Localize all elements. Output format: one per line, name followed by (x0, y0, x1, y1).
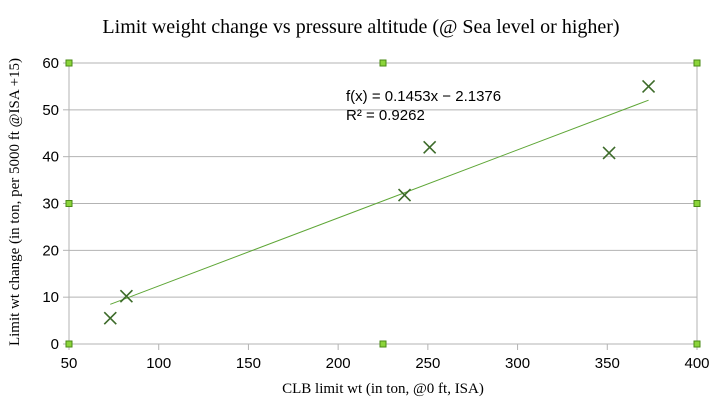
resize-handle-7[interactable] (379, 340, 387, 348)
data-point-1 (103, 311, 117, 325)
resize-handle-8[interactable] (693, 340, 701, 348)
y-tick-label-0: 0 (51, 336, 59, 353)
data-point-2 (119, 289, 133, 303)
data-point-4 (423, 140, 437, 154)
resize-handle-1[interactable] (65, 59, 73, 67)
trendline-equation: f(x) = 0.1453x − 2.1376 (346, 88, 501, 105)
data-point-6 (641, 79, 656, 93)
x-tick-label-50: 50 (61, 355, 78, 372)
x-axis-label: CLB limit wt (in ton, @0 ft, ISA) (282, 381, 484, 397)
data-points (103, 79, 656, 325)
y-tick-label-30: 30 (42, 196, 59, 213)
selection-handles[interactable] (65, 59, 701, 348)
resize-handle-3[interactable] (693, 59, 701, 67)
x-tick-label-350: 350 (595, 355, 620, 372)
x-tick-labels: 50 100 150 200 250 300 350 400 (61, 355, 710, 372)
r-squared-label: R² = 0.9262 (346, 107, 425, 124)
x-tick-label-200: 200 (326, 355, 351, 372)
x-tick-label-100: 100 (146, 355, 171, 372)
trendline (110, 99, 649, 305)
y-tick-labels: 0 10 20 30 40 50 60 (42, 55, 59, 353)
y-tick-label-60: 60 (42, 55, 59, 72)
y-tick-label-10: 10 (42, 289, 59, 306)
data-point-3 (397, 188, 412, 202)
x-tick-label-150: 150 (236, 355, 261, 372)
x-tick-label-400: 400 (684, 355, 709, 372)
y-tick-label-20: 20 (42, 242, 59, 259)
data-point-5 (602, 146, 616, 160)
resize-handle-6[interactable] (65, 340, 73, 348)
trendline-group (110, 99, 649, 305)
x-tick-label-250: 250 (415, 355, 440, 372)
resize-handle-5[interactable] (693, 200, 701, 207)
y-axis-label: Limit wt change (in ton, per 5000 ft @IS… (7, 58, 23, 346)
y-tick-label-50: 50 (42, 102, 59, 119)
resize-handle-4[interactable] (65, 200, 73, 207)
gridlines (69, 62, 697, 345)
x-tick-label-300: 300 (505, 355, 530, 372)
y-tick-label-40: 40 (42, 149, 59, 166)
chart-title: Limit weight change vs pressure altitude… (102, 16, 619, 38)
resize-handle-2[interactable] (379, 59, 387, 67)
